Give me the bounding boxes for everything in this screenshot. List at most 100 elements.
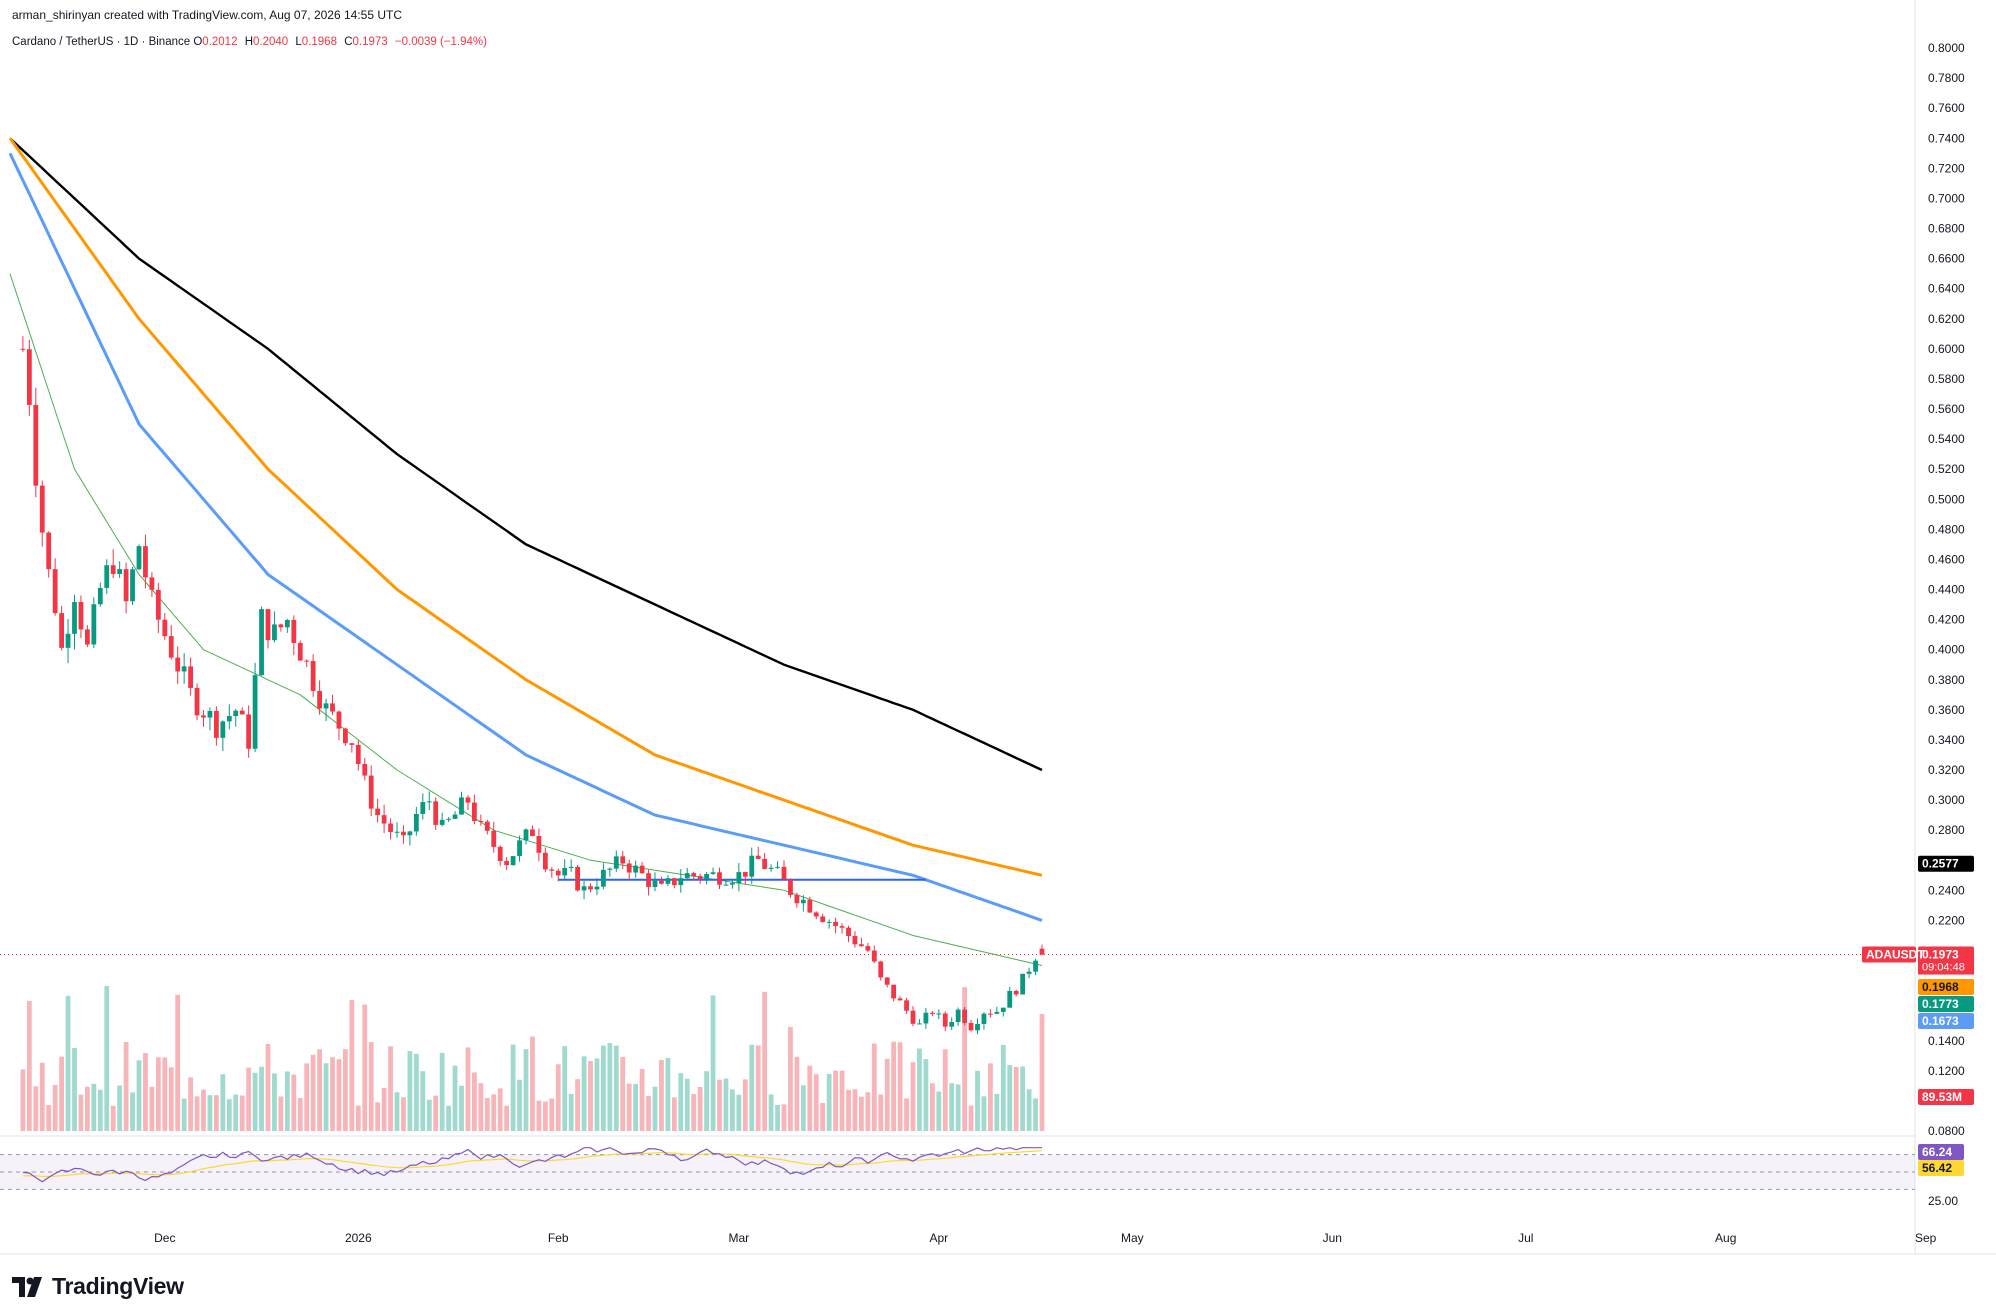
ohlc-close-label: C [344,36,353,48]
candle-body [988,1013,993,1015]
volume-bar [568,1093,574,1131]
candle-body [439,819,445,825]
rsi-line [22,1147,1042,1183]
price-label-ma200: 0.2577 [1922,857,1959,871]
volume-bar [904,1098,909,1131]
price-label-ma100-bg [1918,979,1974,995]
y-tick-label: 0.4000 [1928,643,1965,657]
price-label-ma20: 0.1773 [1922,997,1959,1011]
candle-body [426,801,432,803]
volume-bar [730,1089,735,1131]
candle-body [768,867,774,869]
x-tick-label: May [1121,1231,1144,1245]
volume-bar [291,1074,297,1131]
volume-bar [478,1083,484,1131]
candle-body [375,808,381,816]
volume-bar [865,1092,871,1131]
candle-body [536,835,542,853]
volume-bar [613,1045,619,1131]
candle-body [788,879,793,895]
candle-body [265,609,271,641]
price-change: −0.0039 (−1.94%) [394,36,487,48]
tradingview-logo[interactable]: TradingView [12,1273,184,1300]
candle-body [330,703,335,712]
candle-body [1020,973,1026,995]
candle-body [710,872,716,874]
candle-body [317,690,322,709]
ohlc-high-value: 0.2040 [253,36,289,48]
candle-body [626,863,632,873]
candle-body [97,587,103,605]
candle-body [207,711,213,718]
volume-bar [381,1087,387,1131]
y-tick-label: 0.3600 [1928,703,1965,717]
tradingview-logo-icon [12,1276,42,1297]
volume-bar [878,1094,884,1131]
volume-bar [981,1096,987,1131]
candle-body [929,1012,935,1014]
candle-body [897,998,903,1001]
candle-body [201,715,206,718]
volume-bar [226,1099,232,1131]
attribution: arman_shirinyan created with TradingView… [12,8,402,22]
candle-body [143,546,148,578]
candle-body [214,711,219,738]
candle-body [775,866,780,868]
volume-bar [826,1073,832,1131]
volume-bar [130,1092,135,1131]
volume-bar [413,1053,419,1131]
x-tick-label: 2026 [345,1231,372,1245]
volume-bar [175,994,181,1131]
y-tick-label: 0.3000 [1928,793,1965,807]
candle-body [530,829,535,836]
volume-bar [807,1065,813,1131]
candle-body [20,348,26,350]
y-tick-label: 0.5600 [1928,402,1965,416]
candle-body [846,927,851,937]
volume-bar [1039,1014,1045,1131]
candle-body [968,1022,974,1031]
volume-bar [575,1079,580,1131]
volume-bar [181,1098,187,1131]
moving-average-ma100 [8,137,1043,877]
volume-bar [1033,1098,1038,1131]
rsi-tick-label: 25.00 [1928,1194,1958,1208]
volume-bar [794,1056,800,1131]
candle-body [136,546,142,570]
countdown-bg [1918,960,1974,975]
volume-bar [884,1058,890,1131]
volume-bar [343,1049,348,1131]
rsi-value-label: 66.24 [1922,1145,1952,1159]
volume-bar [975,1070,980,1131]
price-label-ma50-bg [1918,1013,1974,1029]
candle-body [878,961,884,978]
price-label-ma100: 0.1968 [1922,980,1959,994]
volume-bar [555,1064,561,1131]
candle-body [246,714,252,749]
candle-body [310,661,316,691]
symbol-legend: Cardano / TetherUS · 1D · Binance O0.201… [12,36,491,48]
volume-bar [936,1091,942,1131]
candle-body [188,666,193,688]
y-tick-label: 0.5200 [1928,462,1965,476]
price-label-ma200-bg [1918,855,1974,872]
volume-bar [194,1096,200,1131]
volume-bar [39,1062,45,1131]
candle-body [123,569,129,602]
candle-body [762,858,768,869]
candle-body [355,744,361,764]
volume-bar [110,1105,116,1131]
candle-body [433,801,439,825]
candle-body [194,687,200,716]
volume-bar [607,1043,613,1131]
candle-body [742,872,748,877]
x-tick-label: Feb [548,1231,569,1245]
volume-bar [1020,1066,1026,1131]
candle-body [852,936,858,945]
candle-body [568,866,574,869]
candle-body [59,613,64,648]
x-tick-label: Apr [929,1231,948,1245]
volume-bar [336,1059,342,1131]
y-tick-label: 0.1200 [1928,1064,1965,1078]
